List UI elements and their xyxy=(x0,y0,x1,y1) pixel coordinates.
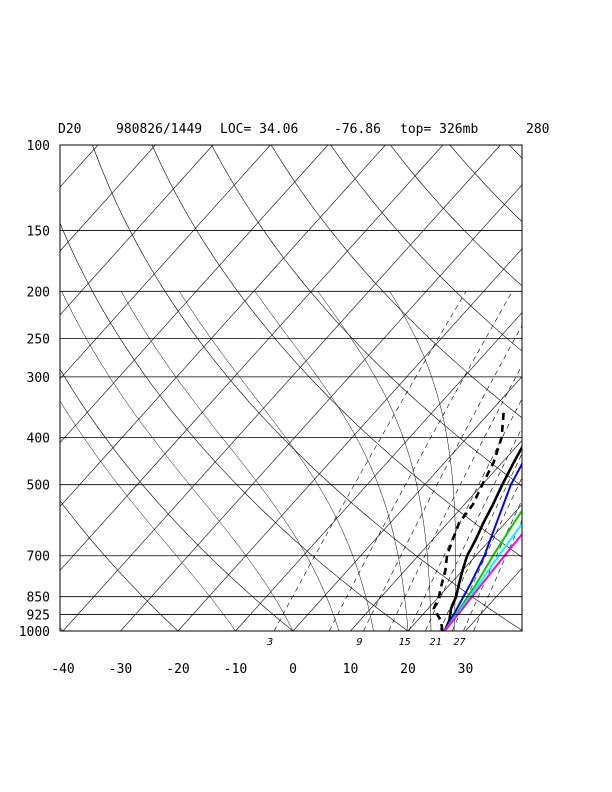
title-extra: 280 xyxy=(526,122,549,137)
isotherm-line xyxy=(350,439,522,631)
mixing-ratio-line xyxy=(388,364,522,631)
temperature-tick-label: 20 xyxy=(400,662,416,677)
temperature-tick-label: -40 xyxy=(51,662,74,677)
pressure-tick-label: 200 xyxy=(27,285,50,300)
series-line-3 xyxy=(443,461,522,631)
moist-adiabat-line xyxy=(61,291,294,631)
isotherm-line xyxy=(62,145,501,631)
mixing-ratio-line xyxy=(363,324,522,631)
background-lines xyxy=(60,145,612,631)
dry-adiabat-line xyxy=(270,145,522,419)
dry-adiabat-line xyxy=(92,145,522,631)
isotherm-line xyxy=(407,503,522,631)
pressure-tick-label: 500 xyxy=(27,479,50,494)
mixing-ratio-line xyxy=(473,519,522,631)
mixing-ratio-label: 21 xyxy=(430,637,442,648)
series-line-4 xyxy=(443,509,522,631)
dry-adiabat-line xyxy=(60,500,179,631)
dry-adiabat-line xyxy=(151,145,522,558)
moist-adiabat-line xyxy=(317,291,432,631)
series-line-2 xyxy=(432,409,506,631)
isotherm-line xyxy=(465,567,522,631)
plot-frame xyxy=(59,144,523,632)
isotherm-line xyxy=(235,312,522,631)
temperature-axis: -40 -30 -20 -10 0 10 20 30 xyxy=(51,662,473,677)
temperature-tick-label: -30 xyxy=(109,662,132,677)
isotherm-line xyxy=(60,145,156,252)
moist-adiabat-line xyxy=(179,291,374,631)
mixing-ratio-line xyxy=(425,427,522,631)
series-line-6 xyxy=(444,532,522,631)
mixing-ratio-label: 3 xyxy=(266,637,273,648)
title-top: top= 326mb xyxy=(400,122,478,137)
mixing-ratio-line xyxy=(463,498,522,631)
isotherm-line xyxy=(177,248,522,631)
series-line-1 xyxy=(443,444,522,631)
isotherm-line xyxy=(120,184,522,631)
moist-adiabat-line xyxy=(254,291,409,631)
pressure-tick-label: 400 xyxy=(27,432,50,447)
isotherm-line xyxy=(292,376,522,631)
title-loc: LOC= 34.06 xyxy=(220,122,298,137)
mixing-ratio-line xyxy=(452,476,522,631)
pressure-tick-label: 700 xyxy=(27,550,50,565)
dry-adiabat-line xyxy=(60,368,294,631)
isotherm-line xyxy=(60,145,329,444)
chart-title: D20 980826/1449 LOC= 34.06 -76.86 top= 3… xyxy=(58,122,549,137)
title-station: D20 xyxy=(58,122,81,137)
mixing-ratio-label: 9 xyxy=(357,637,363,648)
mixing-ratio-line xyxy=(439,453,522,631)
isotherm-line xyxy=(60,145,214,316)
isotherm-line xyxy=(523,145,612,631)
temperature-tick-label: 10 xyxy=(343,662,359,677)
title-datetime: 980826/1449 xyxy=(116,122,202,137)
dry-adiabat-line xyxy=(211,145,522,487)
temperature-tick-label: -10 xyxy=(224,662,247,677)
dry-adiabat-line xyxy=(60,222,409,631)
isotherm-line xyxy=(60,145,386,508)
moist-adiabat-line xyxy=(60,400,236,631)
pressure-tick-label: 850 xyxy=(27,591,50,606)
isotherm-line xyxy=(60,145,271,380)
mixing-ratio-labels: 3 9 15 21 27 xyxy=(266,637,465,648)
isotherm-line xyxy=(60,145,444,571)
mixing-ratio-line xyxy=(329,291,513,631)
isotherm-line xyxy=(581,145,612,631)
moist-adiabat-line xyxy=(120,291,340,631)
pressure-tick-label: 300 xyxy=(27,371,50,386)
mixing-ratio-label: 27 xyxy=(453,637,465,648)
series-line-5 xyxy=(443,521,522,631)
temperature-tick-label: 0 xyxy=(289,662,297,677)
pressure-tick-label: 100 xyxy=(27,139,50,154)
title-lon: -76.86 xyxy=(334,122,381,137)
temperature-tick-label: -20 xyxy=(166,662,189,677)
mixing-ratio-label: 15 xyxy=(399,637,411,648)
pressure-tick-label: 925 xyxy=(27,609,50,624)
pressure-tick-label: 250 xyxy=(27,332,50,347)
pressure-tick-label: 150 xyxy=(27,225,50,240)
series-group xyxy=(432,409,522,631)
pressure-tick-label: 1000 xyxy=(19,625,50,640)
mixing-ratio-line xyxy=(273,291,467,631)
temperature-tick-label: 30 xyxy=(458,662,474,677)
